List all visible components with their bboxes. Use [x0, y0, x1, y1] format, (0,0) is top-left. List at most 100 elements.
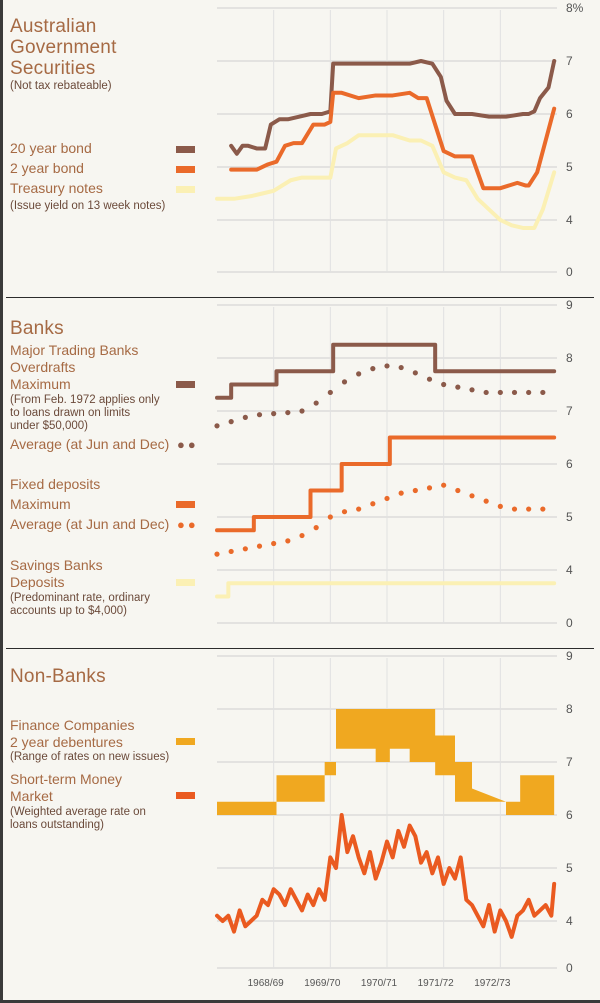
y-tick-label: 0 [566, 616, 573, 630]
data-point [426, 485, 433, 491]
data-point [412, 370, 418, 376]
legend-20yr-label: 20 year bond [10, 140, 92, 156]
data-point [356, 371, 362, 377]
overdraft-max-swatch [176, 381, 195, 388]
data-point [313, 400, 319, 406]
overdraft-avg-swatch: ●● [177, 437, 199, 452]
money-swatch [176, 792, 195, 799]
data-point [327, 514, 333, 520]
data-point [341, 509, 348, 515]
data-point [299, 532, 305, 539]
panel3-title: Non-Banks [10, 666, 106, 687]
y-tick-label: 9 [566, 298, 573, 312]
savings-swatch [176, 579, 195, 586]
panel1-note: (Not tax rebateable) [10, 80, 112, 92]
y-tick-label: 9 [566, 649, 573, 663]
money-note: (Weighted average rate on loans outstand… [10, 806, 146, 831]
data-point [256, 543, 263, 549]
y-tick-label: 5 [566, 510, 573, 524]
panel1-title: Australian Government Securities [10, 16, 117, 79]
x-tick-label: 1968/69 [248, 978, 285, 989]
data-point [384, 363, 390, 369]
data-point [356, 506, 362, 512]
fixed-avg-swatch: ●● [177, 517, 199, 532]
data-point [313, 525, 319, 531]
data-point [441, 381, 447, 388]
series-line [229, 59, 557, 156]
y-tick-label: 5 [566, 160, 573, 174]
data-point [228, 548, 234, 555]
data-point [469, 387, 475, 393]
x-tick-label: 1969/70 [304, 978, 341, 989]
data-point [511, 389, 518, 396]
data-point [469, 493, 475, 499]
y-tick-label: 6 [566, 808, 573, 822]
data-point [412, 487, 418, 494]
y-tick-label: 8% [566, 1, 584, 15]
data-point [327, 389, 333, 396]
data-point [271, 411, 277, 417]
legend-2yr-swatch [176, 166, 195, 173]
y-tick-label: 7 [566, 54, 573, 68]
tnotes-note: (Issue yield on 13 week notes) [10, 200, 166, 212]
x-tick-label: 1970/71 [361, 978, 398, 989]
data-point [540, 506, 546, 512]
data-point [341, 379, 348, 385]
data-point [483, 389, 489, 396]
data-point [384, 495, 390, 502]
series-line [215, 342, 557, 400]
money-label: Short-term Money Market [10, 771, 123, 804]
x-tick-label: 1971/72 [418, 978, 455, 989]
finance-note: (Range of rates on new issues) [10, 751, 170, 763]
y-tick-label: 8 [566, 351, 573, 365]
y-tick-label: 8 [566, 702, 573, 716]
data-point [398, 364, 404, 371]
data-point [256, 412, 263, 418]
overdraft-avg-label: Average (at Jun and Dec) [10, 436, 170, 452]
finance-label: Finance Companies 2 year debentures [10, 717, 135, 750]
data-point [511, 506, 518, 512]
x-tick-label: 1972/73 [474, 978, 511, 989]
y-tick-label: 6 [566, 107, 573, 121]
fixed-title: Fixed deposits [10, 476, 101, 492]
data-point [455, 384, 461, 390]
y-tick-label: 4 [566, 563, 573, 577]
overdraft-max-label: Maximum [10, 376, 71, 392]
data-point [483, 498, 489, 504]
data-point [526, 389, 532, 396]
panel2-title: Banks [10, 318, 64, 339]
data-point [540, 389, 546, 396]
data-point [285, 409, 291, 416]
data-point [214, 551, 220, 557]
legend-2yr-label: 2 year bond [10, 160, 84, 176]
data-point [526, 506, 532, 512]
data-point [299, 408, 305, 414]
y-tick-label: 4 [566, 914, 573, 928]
legend-tnotes-swatch [176, 186, 195, 193]
data-point [242, 414, 248, 420]
y-tick-label: 7 [566, 755, 573, 769]
fixed-max-swatch [176, 501, 195, 508]
data-point [398, 490, 404, 496]
y-tick-label: 0 [566, 265, 573, 279]
series-line [229, 90, 557, 191]
panel-separator-1 [6, 297, 594, 298]
data-point [228, 419, 234, 425]
finance-swatch [176, 738, 195, 745]
legend-tnotes-label: Treasury notes [10, 180, 103, 196]
data-point [441, 482, 447, 488]
y-tick-label: 7 [566, 404, 573, 418]
savings-title: Savings Banks Deposits [10, 557, 103, 590]
y-tick-label: 5 [566, 861, 573, 875]
data-point [497, 503, 503, 509]
overdrafts-label: Overdrafts [10, 359, 76, 375]
data-point [214, 423, 220, 429]
panel-separator-2 [6, 648, 594, 649]
data-point [370, 501, 376, 507]
data-point [370, 366, 376, 372]
data-point [242, 546, 248, 552]
banks-group-label: Major Trading Banks [10, 342, 139, 358]
y-tick-label: 4 [566, 213, 573, 227]
